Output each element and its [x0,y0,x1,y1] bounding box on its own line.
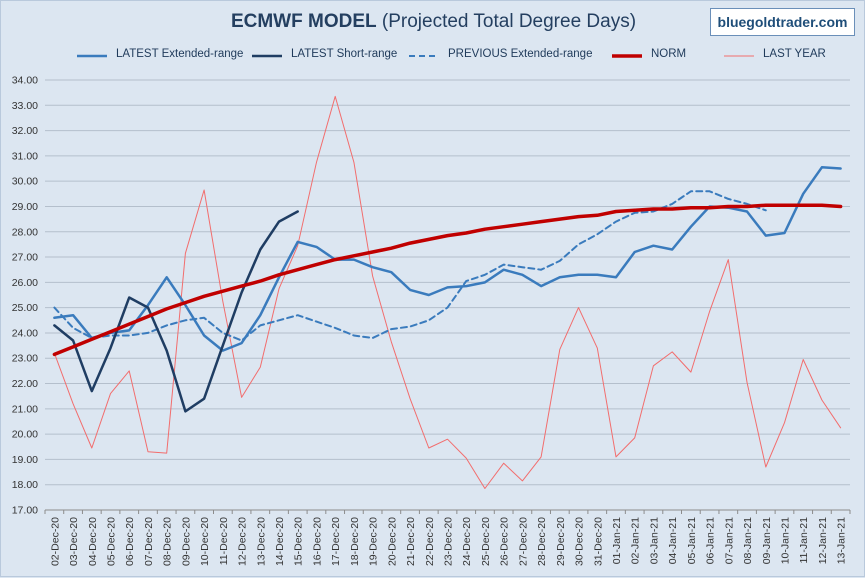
x-tick-label: 29-Dec-20 [555,517,567,566]
x-tick-label: 14-Dec-20 [274,517,286,566]
y-tick-label: 20.00 [12,429,38,441]
x-tick-label: 12-Jan-21 [817,517,829,564]
legend-label: LATEST Extended-range [116,48,244,60]
x-tick-label: 27-Dec-20 [517,517,529,566]
y-tick-label: 29.00 [12,201,38,213]
x-tick-label: 16-Dec-20 [311,517,323,566]
x-tick-label: 25-Dec-20 [480,517,492,566]
x-tick-label: 05-Dec-20 [106,517,118,566]
series-line [53,210,299,413]
y-tick-label: 27.00 [12,252,38,264]
y-tick-label: 26.00 [12,277,38,289]
x-tick-label: 11-Jan-21 [798,517,810,564]
legend-swatch [77,54,107,58]
legend-swatch [409,55,439,57]
x-tick-label: 15-Dec-20 [293,517,305,566]
y-tick-label: 34.00 [12,75,38,87]
x-tick-label: 03-Jan-21 [648,517,660,564]
x-tick-label: 21-Dec-20 [405,517,417,566]
x-tick-label: 06-Dec-20 [124,517,136,566]
x-tick-label: 01-Jan-21 [611,517,623,564]
legend-label: NORM [651,48,687,60]
x-tick-label: 13-Dec-20 [255,517,267,566]
y-tick-label: 25.00 [12,302,38,314]
x-tick-label: 12-Dec-20 [237,517,249,566]
x-tick-label: 30-Dec-20 [574,517,586,566]
plot-area [45,80,850,510]
legend-swatch [724,55,754,57]
x-tick-label: 24-Dec-20 [461,517,473,566]
y-tick-label: 21.00 [12,403,38,415]
y-tick-label: 28.00 [12,226,38,238]
x-tick-label: 07-Jan-21 [723,517,735,564]
x-tick-label: 04-Jan-21 [667,517,679,564]
y-tick-label: 22.00 [12,378,38,390]
y-tick-label: 19.00 [12,454,38,466]
x-tick-label: 28-Dec-20 [536,517,548,566]
x-tick-label: 13-Jan-21 [836,517,848,564]
x-tick-label: 02-Jan-21 [630,517,642,564]
x-tick-label: 09-Jan-21 [761,517,773,564]
chart-title-main: ECMWF MODEL [230,11,377,32]
y-tick-label: 33.00 [12,100,38,112]
legend-label: PREVIOUS Extended-range [448,48,593,60]
y-tick-label: 23.00 [12,353,38,365]
legend-swatch [612,54,642,58]
x-tick-label: 06-Jan-21 [705,517,717,564]
y-tick-label: 18.00 [12,479,38,491]
series-line [53,190,767,342]
x-tick-label: 31-Dec-20 [592,517,604,566]
watermark-badge: bluegoldtrader.com [710,8,855,36]
x-tick-label: 10-Dec-20 [199,517,211,566]
x-tick-label: 17-Dec-20 [330,517,342,566]
legend-swatch [252,54,282,58]
x-tick-label: 08-Jan-21 [742,517,754,564]
chart-title-sub: (Projected Total Degree Days) [376,11,637,32]
x-tick-label: 03-Dec-20 [68,517,80,566]
y-tick-label: 31.00 [12,150,38,162]
chart-title: ECMWF MODEL (Projected Total Degree Days… [1,11,865,33]
x-tick-label: 08-Dec-20 [162,517,174,566]
x-tick-label: 04-Dec-20 [87,517,99,566]
x-tick-label: 07-Dec-20 [143,517,155,566]
x-tick-label: 20-Dec-20 [386,517,398,566]
legend-label: LAST YEAR [763,48,826,60]
x-tick-label: 09-Dec-20 [180,517,192,566]
x-tick-label: 19-Dec-20 [368,517,380,566]
chart-legend: LATEST Extended-range LATEST Short-range P… [71,47,851,65]
x-tick-label: 26-Dec-20 [499,517,511,566]
x-tick-label: 02-Dec-20 [49,517,61,566]
x-tick-label: 23-Dec-20 [443,517,455,566]
x-tick-label: 10-Jan-21 [779,517,791,564]
y-tick-label: 17.00 [12,505,38,517]
series-line [53,95,842,489]
y-tick-label: 30.00 [12,176,38,188]
series-line [52,203,843,357]
x-tick-label: 05-Jan-21 [686,517,698,564]
x-tick-label: 11-Dec-20 [218,517,230,565]
legend-label: LATEST Short-range [291,48,398,60]
y-tick-label: 32.00 [12,125,38,137]
y-tick-label: 24.00 [12,327,38,339]
x-tick-label: 18-Dec-20 [349,517,361,566]
x-tick-label: 22-Dec-20 [424,517,436,566]
